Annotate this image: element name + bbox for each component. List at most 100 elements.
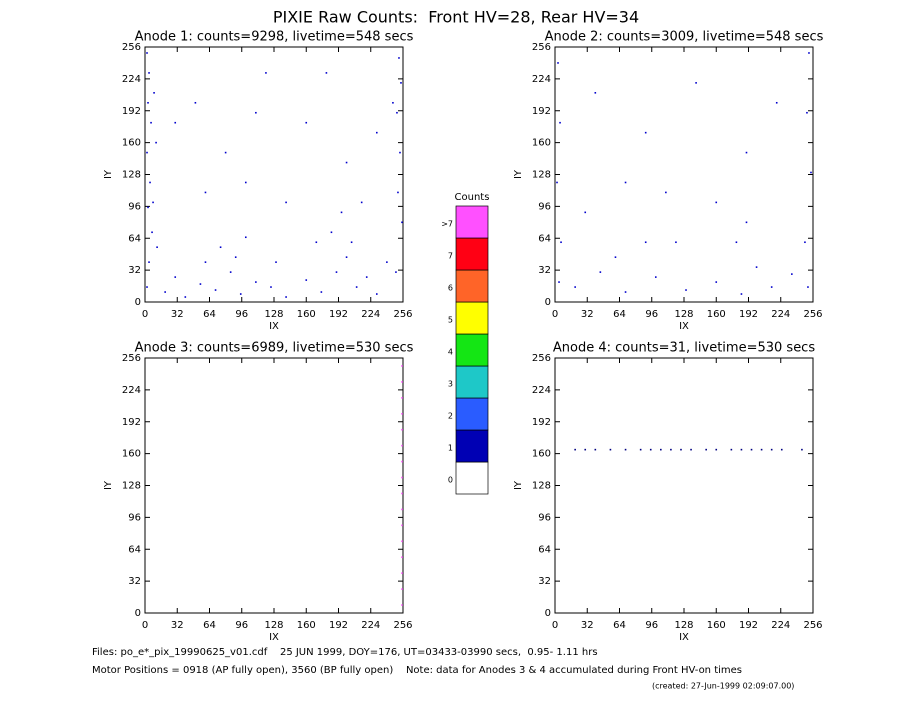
point [401,476,403,479]
point [156,246,158,249]
point [234,256,237,258]
point [624,291,627,293]
point [375,293,378,295]
point [150,121,152,124]
y-tick-label: 192 [532,417,551,428]
colorbar-label: 0 [448,476,453,485]
x-tick-label: 128 [674,309,693,320]
colorbar-swatch [455,461,489,495]
panel-title: Anode 2: counts=3009, livetime=548 secs [545,30,824,45]
colorbar-swatch [455,205,489,239]
point [806,111,808,114]
x-tick-label: 64 [203,309,216,320]
y-tick-label: 0 [545,297,551,308]
y-tick-label: 224 [532,385,551,396]
y-axis-label: IY [103,169,114,179]
point [229,271,232,273]
colorbar-swatch [455,301,489,335]
point [350,241,353,244]
x-tick-label: 256 [393,620,412,631]
point [285,201,287,204]
point [204,261,207,263]
point [204,191,207,194]
panel-title: Anode 4: counts=31, livetime=530 secs [553,341,815,356]
footer-line: Files: po_e*_pix_19990625_v01.cdf 25 JUN… [92,647,598,658]
point [574,286,576,288]
point [804,241,806,244]
x-tick-label: 32 [171,309,184,320]
y-tick-label: 0 [545,608,551,619]
point [149,181,151,184]
point [392,101,394,104]
colorbar-swatch [455,237,489,271]
point [401,524,403,527]
y-axis-label: IY [513,480,524,490]
point [194,101,197,104]
y-tick-label: 256 [532,42,551,53]
point [400,82,402,84]
x-tick-label: 96 [235,309,248,320]
y-tick-label: 64 [128,544,141,555]
y-tick-label: 160 [122,449,141,460]
point [740,448,743,451]
point [305,121,308,124]
point [244,236,247,239]
point [807,286,809,288]
colorbar-swatch [455,333,489,367]
point [599,271,602,273]
x-tick-label: 96 [645,309,658,320]
point [360,201,363,204]
y-tick-label: 224 [122,385,141,396]
point [151,231,153,234]
point [398,57,400,59]
point [148,261,150,263]
point [146,52,148,54]
y-tick-label: 64 [128,233,141,244]
y-tick-label: 128 [532,170,551,181]
point [401,428,403,431]
x-tick-label: 32 [171,620,184,631]
y-tick-label: 128 [122,170,141,181]
point [557,62,559,64]
x-tick-label: 64 [203,620,216,631]
point [239,293,242,295]
y-axis-label: IY [513,169,524,179]
y-tick-label: 256 [122,42,141,53]
colorbar-swatch [455,269,489,303]
x-tick-label: 128 [674,620,693,631]
point [174,276,177,278]
y-tick-label: 32 [128,265,141,276]
x-tick-label: 224 [361,620,380,631]
x-tick-label: 160 [707,620,726,631]
plot-frame [554,46,814,303]
y-tick-label: 32 [128,576,141,587]
plot-frame [144,357,404,614]
x-tick-label: 32 [581,620,594,631]
x-tick-label: 224 [771,620,790,631]
panel-title: Anode 3: counts=6989, livetime=530 secs [135,341,414,356]
point [584,211,587,214]
y-tick-label: 192 [122,106,141,117]
chart-title: PIXIE Raw Counts: Front HV=28, Rear HV=3… [273,8,639,27]
y-tick-label: 96 [128,512,141,523]
colorbar-swatch [455,365,489,399]
point [386,261,388,263]
point [401,508,403,511]
point [808,52,810,54]
point [745,151,748,154]
point [560,241,562,244]
point [395,271,397,273]
point [614,256,617,258]
point [665,191,667,194]
point [153,92,155,94]
colorbar-label: 5 [448,316,453,325]
point [401,572,403,574]
point [609,448,612,451]
y-tick-label: 0 [135,297,141,308]
x-tick-label: 64 [613,620,626,631]
y-tick-label: 256 [532,353,551,364]
point [401,556,403,559]
x-tick-label: 224 [771,309,790,320]
y-tick-label: 96 [128,201,141,212]
point [801,448,803,451]
